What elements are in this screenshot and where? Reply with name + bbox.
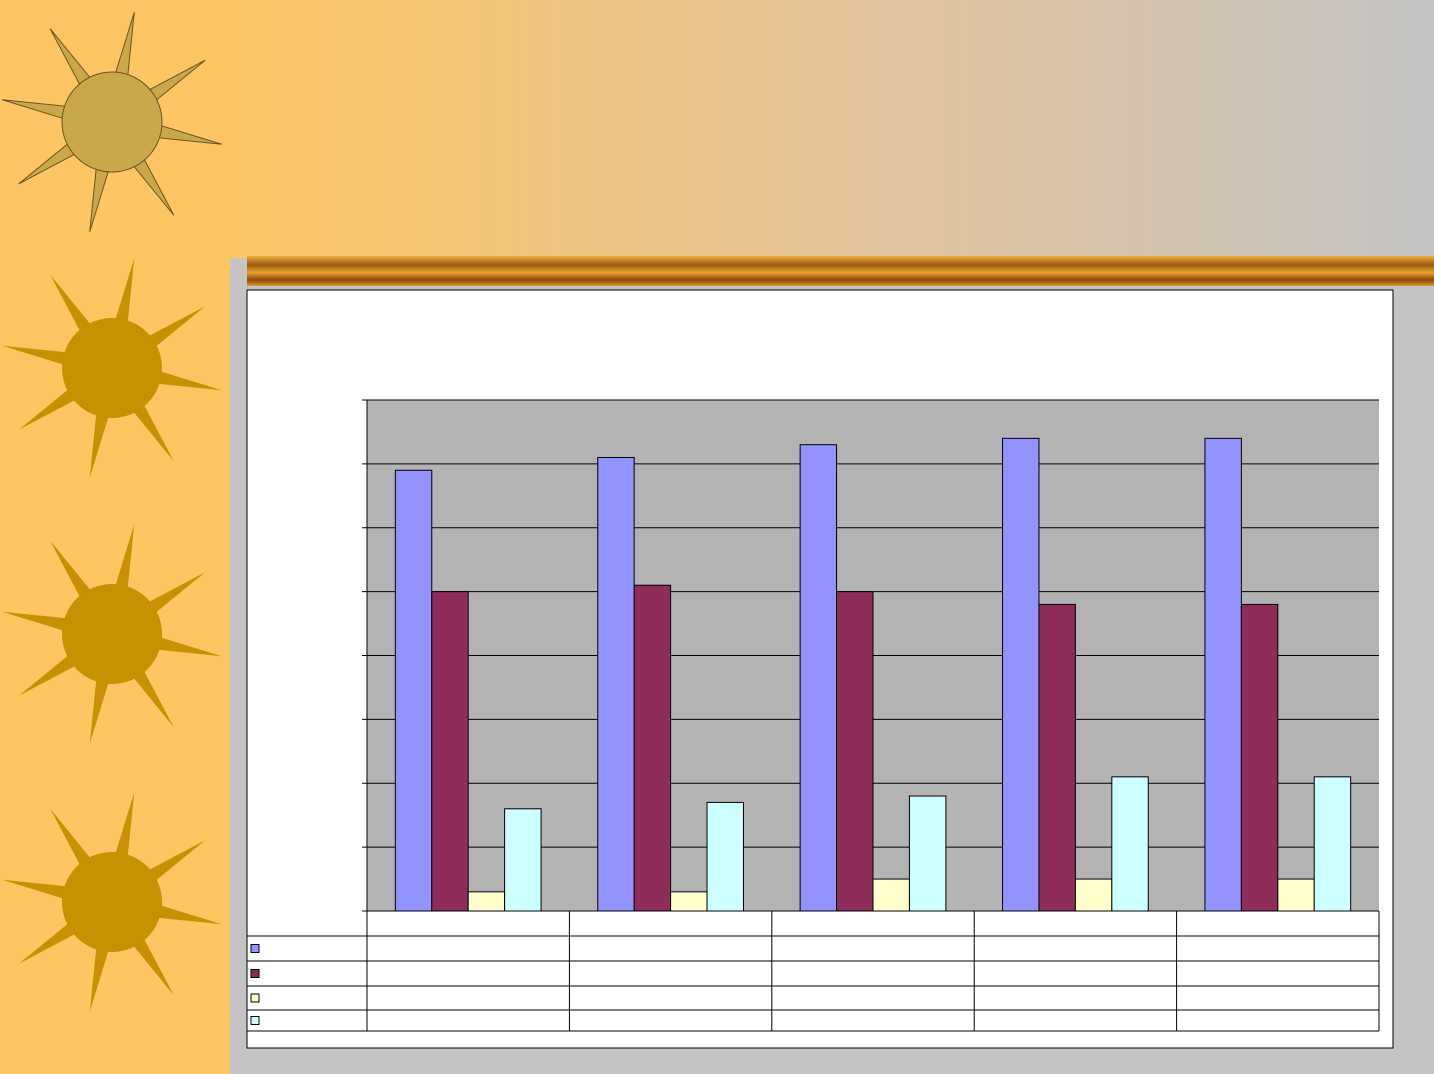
- bar: [1074, 878, 1113, 912]
- legend-key: [250, 1016, 260, 1025]
- legend-key: [250, 944, 260, 953]
- sun-disc: [61, 71, 163, 173]
- sun-disc: [62, 852, 162, 952]
- legend-key: [250, 993, 260, 1003]
- sun-rays: [2, 12, 222, 232]
- sun-disc: [62, 318, 162, 418]
- header-band: [230, 0, 1434, 258]
- divider-bar: [247, 256, 1434, 286]
- bar: [633, 584, 672, 912]
- decorations: [2, 12, 222, 1012]
- bar: [706, 801, 744, 912]
- bar: [872, 878, 910, 912]
- bar: [1313, 776, 1352, 912]
- bar: [1240, 603, 1279, 912]
- bar: [394, 469, 433, 912]
- bar: [1277, 878, 1315, 912]
- bar: [1204, 437, 1242, 912]
- bar: [836, 591, 874, 912]
- bar: [431, 591, 469, 912]
- bar: [670, 891, 708, 912]
- bar: [799, 444, 838, 912]
- chart: [246, 399, 1380, 1032]
- bar: [1038, 603, 1076, 912]
- bar: [1111, 776, 1149, 912]
- bar: [504, 808, 542, 912]
- sun-disc: [62, 584, 162, 684]
- bar: [597, 456, 635, 912]
- bar: [1002, 437, 1040, 912]
- bar: [467, 891, 506, 912]
- bar: [908, 795, 947, 912]
- legend-key: [250, 969, 260, 978]
